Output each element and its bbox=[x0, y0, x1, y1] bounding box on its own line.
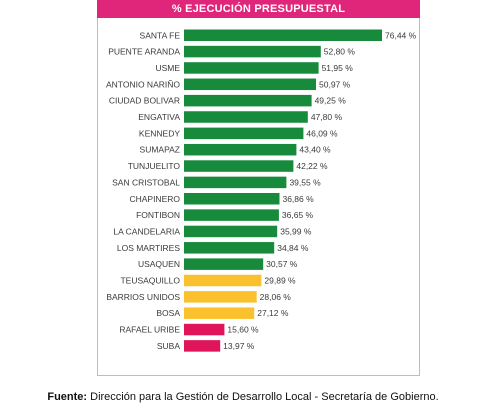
category-label: FONTIBON bbox=[136, 210, 180, 220]
bar-chart: SANTA FE 76,44 % PUENTE ARANDA 52,80 % USME 5… bbox=[106, 29, 417, 352]
bar-row: SUBA 13,97 % bbox=[157, 340, 255, 352]
value-label: 52,80 % bbox=[324, 47, 356, 57]
bar-row: USME 51,95 % bbox=[155, 62, 354, 74]
bar bbox=[184, 291, 257, 303]
category-label: SAN CRISTOBAL bbox=[112, 177, 180, 187]
value-label: 50,97 % bbox=[319, 79, 351, 89]
bar-row: BOSA 27,12 % bbox=[156, 307, 289, 319]
category-label: LA CANDELARIA bbox=[113, 226, 180, 236]
bar bbox=[184, 242, 275, 254]
bar bbox=[184, 209, 279, 221]
source-text: Dirección para la Gestión de Desarrollo … bbox=[87, 391, 439, 403]
category-label: SUMAPAZ bbox=[140, 145, 180, 155]
source-note: Fuente: Dirección para la Gestión de Des… bbox=[0, 391, 486, 403]
value-label: 36,65 % bbox=[282, 210, 314, 220]
value-label: 27,12 % bbox=[257, 308, 289, 318]
category-label: TEUSAQUILLO bbox=[120, 276, 180, 286]
category-label: USAQUEN bbox=[138, 259, 180, 269]
value-label: 47,80 % bbox=[311, 112, 343, 122]
bar bbox=[184, 193, 280, 205]
bar-row: LOS MARTIRES 34,84 % bbox=[117, 242, 309, 254]
bar bbox=[184, 225, 278, 238]
bar-row: LA CANDELARIA 35,99 % bbox=[113, 225, 312, 238]
bar-row: KENNEDY 46,09 % bbox=[139, 127, 338, 140]
value-label: 76,44 % bbox=[385, 30, 417, 40]
value-label: 35,99 % bbox=[280, 226, 312, 236]
category-label: PUENTE ARANDA bbox=[108, 47, 180, 57]
bar-row: RAFAEL URIBE 15,60 % bbox=[119, 323, 259, 336]
bar-row: ANTONIO NARIÑO 50,97 % bbox=[106, 78, 351, 91]
bar bbox=[184, 45, 321, 58]
bar-row: SAN CRISTOBAL 39,55 % bbox=[112, 176, 321, 189]
bar bbox=[184, 340, 221, 352]
bar bbox=[184, 111, 308, 123]
category-label: BARRIOS UNIDOS bbox=[106, 292, 180, 302]
bar bbox=[184, 274, 262, 287]
chart-title: % EJECUCIÓN PRESUPUESTAL bbox=[97, 0, 420, 18]
bar bbox=[184, 258, 264, 270]
bar bbox=[184, 323, 225, 336]
category-label: SANTA FE bbox=[140, 30, 181, 40]
bar bbox=[184, 78, 316, 91]
bar bbox=[184, 160, 294, 172]
bar-row: CIUDAD BOLIVAR 49,25 % bbox=[109, 94, 347, 107]
bar bbox=[184, 307, 255, 319]
category-label: BOSA bbox=[156, 308, 180, 318]
bar-row: PUENTE ARANDA 52,80 % bbox=[108, 45, 356, 58]
value-label: 13,97 % bbox=[223, 341, 255, 351]
value-label: 42,22 % bbox=[296, 161, 328, 171]
bar-row: TUNJUELITO 42,22 % bbox=[128, 160, 328, 172]
value-label: 51,95 % bbox=[322, 63, 354, 73]
category-label: TUNJUELITO bbox=[128, 161, 181, 171]
bar bbox=[184, 29, 382, 41]
bar-row: SUMAPAZ 43,40 % bbox=[140, 143, 331, 156]
category-label: CHAPINERO bbox=[129, 194, 180, 204]
value-label: 30,57 % bbox=[266, 259, 298, 269]
category-label: ENGATIVA bbox=[138, 112, 180, 122]
category-label: SUBA bbox=[157, 341, 180, 351]
category-label: ANTONIO NARIÑO bbox=[106, 79, 180, 89]
value-label: 28,06 % bbox=[260, 292, 292, 302]
bar-row: ENGATIVA 47,80 % bbox=[138, 111, 342, 123]
value-label: 36,86 % bbox=[282, 194, 314, 204]
source-label: Fuente: bbox=[47, 391, 88, 403]
category-label: RAFAEL URIBE bbox=[119, 325, 180, 335]
value-label: 49,25 % bbox=[315, 96, 347, 106]
category-label: KENNEDY bbox=[139, 128, 180, 138]
value-label: 46,09 % bbox=[306, 128, 338, 138]
value-label: 15,60 % bbox=[227, 325, 259, 335]
bar-row: FONTIBON 36,65 % bbox=[136, 209, 314, 221]
bar bbox=[184, 127, 304, 140]
category-label: USME bbox=[155, 63, 180, 73]
value-label: 43,40 % bbox=[299, 145, 331, 155]
bar-row: USAQUEN 30,57 % bbox=[138, 258, 298, 270]
value-label: 29,89 % bbox=[264, 276, 296, 286]
bar-row: BARRIOS UNIDOS 28,06 % bbox=[106, 291, 291, 303]
bar bbox=[184, 94, 312, 107]
bar bbox=[184, 176, 287, 189]
bar-row: CHAPINERO 36,86 % bbox=[129, 193, 314, 205]
category-label: CIUDAD BOLIVAR bbox=[109, 96, 180, 106]
bar bbox=[184, 62, 319, 74]
value-label: 39,55 % bbox=[289, 177, 321, 187]
bar bbox=[184, 143, 297, 156]
bar-row: SANTA FE 76,44 % bbox=[140, 29, 417, 41]
value-label: 34,84 % bbox=[277, 243, 309, 253]
category-label: LOS MARTIRES bbox=[117, 243, 180, 253]
bar-row: TEUSAQUILLO 29,89 % bbox=[120, 274, 296, 287]
